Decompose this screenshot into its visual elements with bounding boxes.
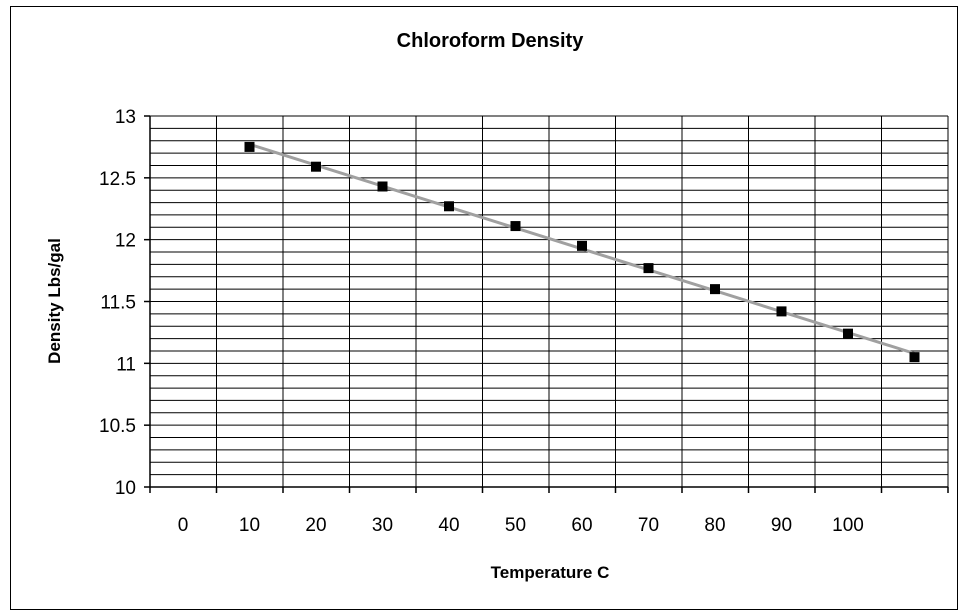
data-point: [843, 328, 853, 339]
x-tick-label: 80: [704, 515, 725, 536]
data-point: [244, 141, 255, 152]
x-tick-label: 70: [638, 515, 659, 536]
y-tick-label: 12.5: [99, 169, 136, 190]
x-tick-label: 0: [178, 515, 189, 536]
y-tick-label: 12: [115, 231, 136, 252]
chart-title: Chloroform Density: [397, 30, 585, 52]
data-point: [444, 201, 454, 212]
data-point: [643, 263, 654, 274]
data-point: [710, 284, 720, 295]
data-point: [377, 181, 388, 192]
y-tick-label: 10.5: [99, 416, 136, 437]
y-tick-label: 10: [115, 478, 136, 499]
y-tick-label: 11.5: [100, 293, 136, 314]
x-tick-label: 30: [372, 515, 393, 536]
x-tick-label: 20: [305, 515, 326, 536]
x-tick-label: 40: [438, 515, 459, 536]
data-point: [577, 240, 587, 251]
x-axis-label: Temperature C: [491, 563, 610, 582]
data-point: [510, 221, 521, 232]
x-tick-label: 100: [832, 515, 864, 536]
axes: [144, 115, 949, 493]
x-tick-label: 60: [571, 515, 592, 536]
x-tick-label: 50: [505, 515, 526, 536]
chart-frame: [10, 6, 958, 610]
data-points: [244, 141, 920, 363]
y-axis-label: Density Lbs/gal: [45, 238, 64, 364]
x-tick-label: 10: [239, 515, 260, 536]
tick-labels: 10 10.5 11 11.5 12 12.5 13 0 10 20 30 40 50 60 70 80 90 1…: [99, 107, 864, 536]
y-tick-label: 11: [116, 354, 136, 375]
data-point: [311, 161, 321, 172]
data-point: [776, 306, 787, 317]
x-tick-label: 90: [771, 515, 792, 536]
data-point: [909, 352, 920, 363]
grid: [150, 115, 949, 487]
y-tick-label: 13: [115, 107, 136, 128]
